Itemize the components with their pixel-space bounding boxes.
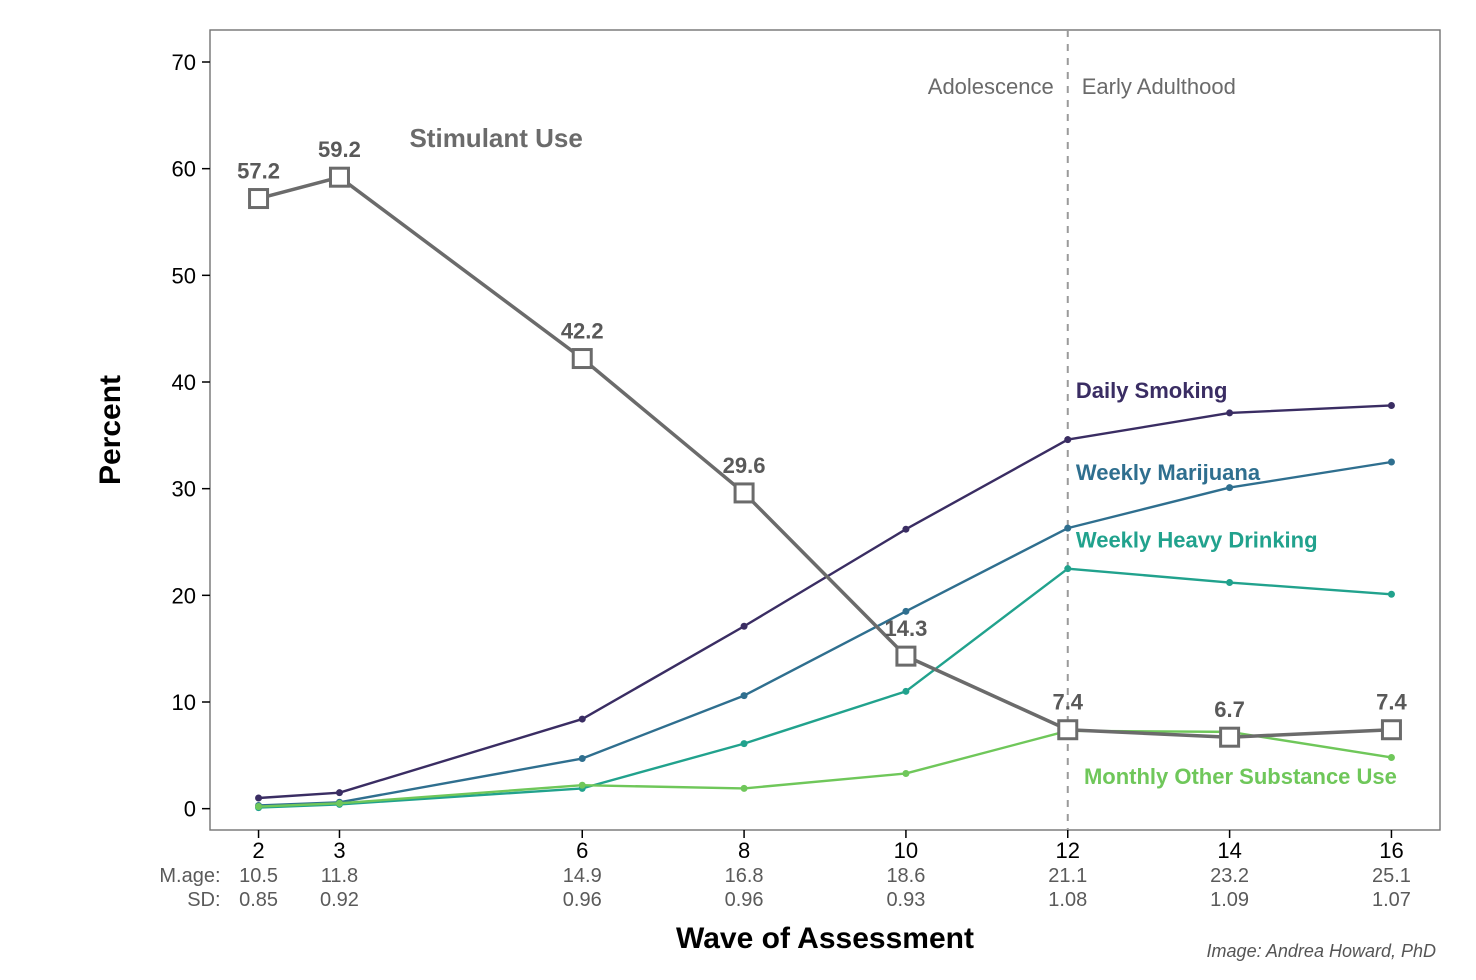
x-subrow-value: 21.1 <box>1048 865 1087 887</box>
x-subrow-value: 16.8 <box>725 865 764 887</box>
x-tick-label: 16 <box>1379 838 1403 863</box>
x-tick-label: 14 <box>1217 838 1241 863</box>
series-marker <box>1388 754 1395 761</box>
series-marker <box>897 647 915 665</box>
x-tick-label: 10 <box>894 838 918 863</box>
series-marker <box>902 608 909 615</box>
series-value-label: 7.4 <box>1376 690 1407 715</box>
x-subrow-value: 1.07 <box>1372 889 1411 911</box>
series-marker <box>902 770 909 777</box>
x-tick-label: 8 <box>738 838 750 863</box>
x-subrow-value: 0.92 <box>320 889 359 911</box>
x-subrow-value: 0.93 <box>886 889 925 911</box>
series-value-label: 7.4 <box>1052 690 1083 715</box>
series-marker <box>255 795 262 802</box>
series-marker <box>1388 459 1395 466</box>
series-marker <box>1064 525 1071 532</box>
y-tick-label: 10 <box>172 690 196 715</box>
x-tick-label: 6 <box>576 838 588 863</box>
series-value-label: 6.7 <box>1214 697 1245 722</box>
series-value-label: 29.6 <box>723 453 766 478</box>
y-tick-label: 50 <box>172 263 196 288</box>
series-label: Stimulant Use <box>409 123 582 153</box>
series-value-label: 57.2 <box>237 159 280 184</box>
series-label: Weekly Marijuana <box>1076 460 1261 485</box>
series-marker <box>1064 436 1071 443</box>
x-subrow-value: 0.96 <box>725 889 764 911</box>
x-subrow-value: 25.1 <box>1372 865 1411 887</box>
x-subrow-value: 18.6 <box>886 865 925 887</box>
series-marker <box>1388 591 1395 598</box>
series-value-label: 14.3 <box>885 616 928 641</box>
series-label: Daily Smoking <box>1076 378 1228 403</box>
y-axis-label: Percent <box>94 375 127 485</box>
series-marker <box>1382 721 1400 739</box>
series-value-label: 59.2 <box>318 137 361 162</box>
series-marker <box>336 800 343 807</box>
chart-container: 0 10 20 30 40 50 60 70 Percent 210.50.85 311.80.92… <box>0 0 1476 980</box>
y-tick-label: 30 <box>172 477 196 502</box>
y-tick-label: 20 <box>172 583 196 608</box>
x-axis-label: Wave of Assessment <box>676 922 974 955</box>
series-marker <box>902 688 909 695</box>
x-subrow-value: 11.8 <box>321 865 358 887</box>
series-marker <box>741 623 748 630</box>
series-marker <box>250 190 268 208</box>
x-subrow-value: 23.2 <box>1210 865 1249 887</box>
series-marker <box>330 168 348 186</box>
series-marker <box>1059 721 1077 739</box>
series-label: Weekly Heavy Drinking <box>1076 527 1318 552</box>
series-marker <box>741 740 748 747</box>
y-tick-label: 40 <box>172 370 196 395</box>
phase-label-right: Early Adulthood <box>1082 74 1236 99</box>
series-marker <box>579 755 586 762</box>
series-marker <box>741 785 748 792</box>
series-marker <box>741 692 748 699</box>
x-subrow-value: 0.96 <box>563 889 602 911</box>
series-marker <box>1226 409 1233 416</box>
series-marker <box>336 789 343 796</box>
y-tick-label: 0 <box>184 797 196 822</box>
series-marker <box>1388 402 1395 409</box>
series-marker <box>1226 579 1233 586</box>
phase-label-left: Adolescence <box>928 74 1054 99</box>
x-subrow-value: 0.85 <box>239 889 278 911</box>
y-tick-label: 60 <box>172 157 196 182</box>
y-tick-label: 70 <box>172 50 196 75</box>
series-marker <box>902 526 909 533</box>
series-marker <box>579 716 586 723</box>
plot-area <box>210 30 1440 830</box>
image-credit: Image: Andrea Howard, PhD <box>1207 941 1436 962</box>
x-tick-label: 12 <box>1056 838 1080 863</box>
series-marker <box>1221 728 1239 746</box>
chart-svg: 0 10 20 30 40 50 60 70 Percent 210.50.85 311.80.92… <box>0 0 1476 980</box>
x-subrow-prefix: M.age: <box>159 865 220 887</box>
x-subrow-value: 1.08 <box>1048 889 1087 911</box>
x-subrow-prefix: SD: <box>187 889 220 911</box>
x-tick-label: 3 <box>333 838 345 863</box>
series-label: Monthly Other Substance Use <box>1084 764 1397 789</box>
series-marker <box>1226 484 1233 491</box>
series-marker <box>1064 565 1071 572</box>
series-marker <box>735 484 753 502</box>
series-marker <box>573 350 591 368</box>
series-marker <box>255 803 262 810</box>
x-subrow-value: 14.9 <box>563 865 602 887</box>
x-tick-label: 2 <box>252 838 264 863</box>
x-subrow-value: 10.5 <box>239 865 278 887</box>
series-value-label: 42.2 <box>561 319 604 344</box>
x-subrow-value: 1.09 <box>1210 889 1249 911</box>
series-marker <box>579 782 586 789</box>
